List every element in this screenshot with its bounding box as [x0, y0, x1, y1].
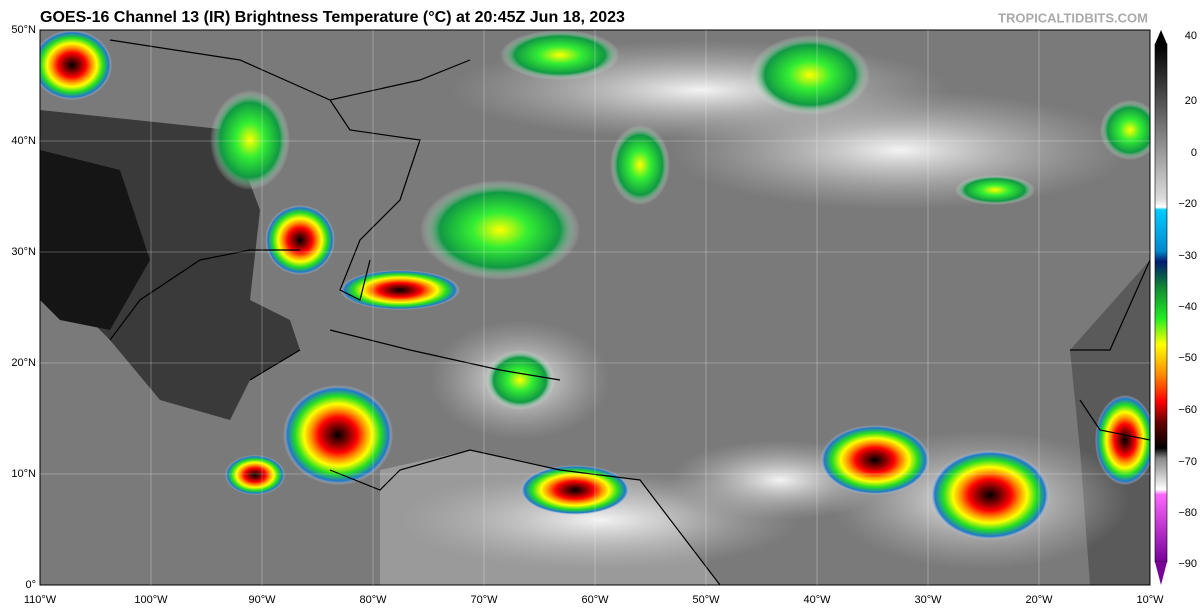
map-frame: [39, 29, 1151, 586]
colorbar-arrow-top: [1155, 30, 1167, 44]
convection: [500, 30, 620, 80]
convection: [820, 425, 930, 495]
colorbar-label: 0: [1191, 147, 1197, 159]
convection: [340, 270, 460, 310]
colorbar-label: 20: [1185, 95, 1197, 107]
colorbar-label: −70: [1178, 456, 1197, 468]
credit: TROPICALTIDBITS.COM: [998, 10, 1148, 25]
lat-label: 10°N: [11, 468, 36, 480]
lon-label: 110°W: [24, 594, 57, 606]
colorbar-label: −60: [1178, 404, 1197, 416]
colorbar-label: −90: [1178, 558, 1197, 570]
convection: [520, 465, 630, 515]
convection: [265, 205, 335, 275]
colorbar-arrow-bottom: [1155, 562, 1167, 585]
lon-label: 90°W: [248, 594, 276, 606]
convection: [610, 125, 670, 205]
convection: [210, 90, 290, 190]
lat-label: 40°N: [11, 135, 36, 147]
lon-label: 10°W: [1136, 594, 1164, 606]
lon-label: 20°W: [1025, 594, 1053, 606]
lon-label: 100°W: [134, 594, 168, 606]
lon-label: 80°W: [359, 594, 387, 606]
lon-label: 60°W: [581, 594, 609, 606]
convection: [955, 175, 1035, 205]
lon-label: 40°W: [803, 594, 831, 606]
colorbar-label: −30: [1178, 250, 1197, 262]
convection: [40, 30, 112, 100]
convection: [225, 455, 285, 495]
lat-label: 50°N: [11, 24, 36, 36]
land-warm: [40, 150, 150, 330]
map-imagery: [40, 30, 1150, 585]
lat-label: 30°N: [11, 246, 36, 258]
lon-label: 70°W: [470, 594, 498, 606]
convection: [1095, 395, 1150, 485]
coastlines: [109, 39, 1150, 585]
convection: [283, 385, 393, 485]
convection: [485, 350, 555, 410]
lon-label: 50°W: [692, 594, 720, 606]
cloud: [670, 90, 1130, 210]
lat-label: 0°: [25, 579, 36, 591]
colorbar: [1154, 43, 1168, 563]
lon-label: 30°W: [914, 594, 942, 606]
colorbar-label: −20: [1178, 198, 1197, 210]
convection: [420, 180, 580, 280]
colorbar-label: −40: [1178, 301, 1197, 313]
title: GOES-16 Channel 13 (IR) Brightness Tempe…: [40, 9, 625, 26]
convection: [930, 450, 1050, 540]
convection: [1100, 100, 1150, 160]
lat-label: 20°N: [11, 357, 36, 369]
colorbar-label: 40: [1185, 30, 1197, 42]
colorbar-label: −50: [1178, 352, 1197, 364]
colorbar-label: −80: [1178, 507, 1197, 519]
convection: [750, 35, 870, 115]
